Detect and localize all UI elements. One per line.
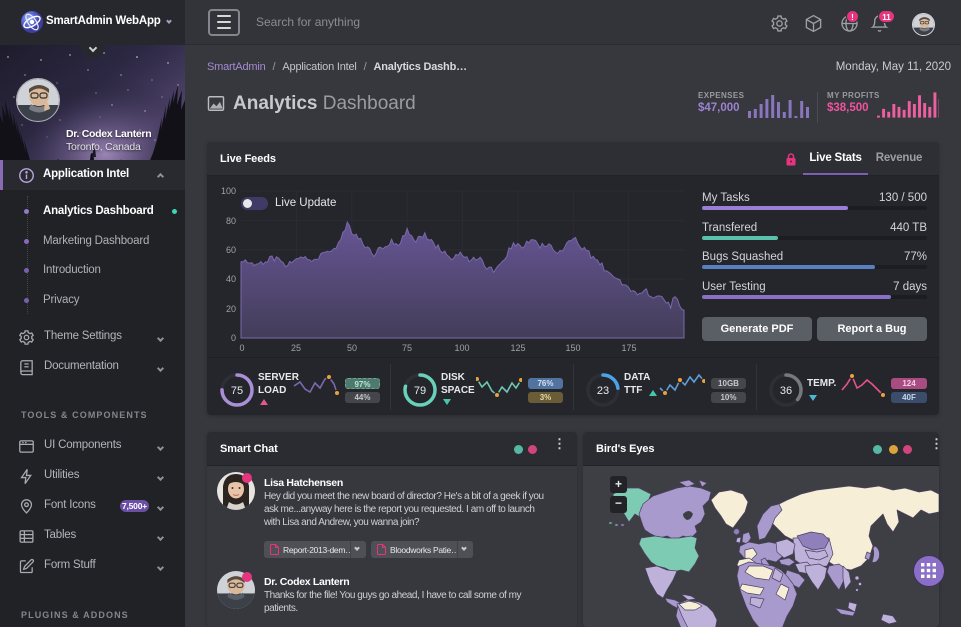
svg-text:40: 40 [226, 274, 236, 284]
svg-text:75: 75 [231, 385, 243, 397]
svg-text:20: 20 [226, 304, 236, 314]
svg-text:100: 100 [221, 186, 236, 196]
svg-text:50: 50 [347, 343, 357, 353]
svg-text:150: 150 [565, 343, 580, 353]
svg-text:0: 0 [239, 343, 244, 353]
svg-text:36: 36 [780, 385, 792, 397]
svg-text:75: 75 [402, 343, 412, 353]
svg-text:25: 25 [291, 343, 301, 353]
svg-text:125: 125 [510, 343, 525, 353]
svg-text:0: 0 [231, 333, 236, 343]
svg-text:100: 100 [454, 343, 469, 353]
svg-text:79: 79 [414, 385, 426, 397]
svg-text:175: 175 [621, 343, 636, 353]
svg-text:23: 23 [597, 385, 609, 397]
svg-text:80: 80 [226, 216, 236, 226]
svg-text:60: 60 [226, 245, 236, 255]
